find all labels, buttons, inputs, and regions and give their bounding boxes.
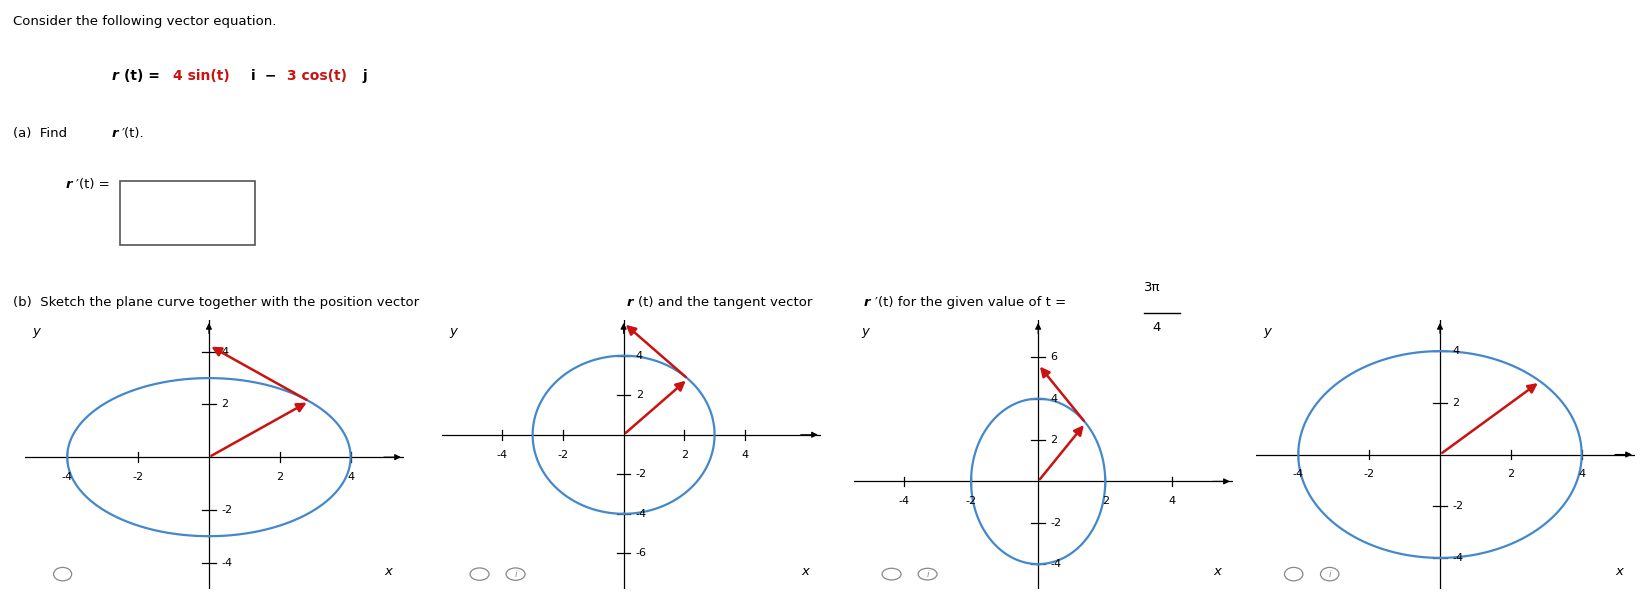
Text: -2: -2 [221, 505, 232, 515]
Text: ′(t) for the given value of t =: ′(t) for the given value of t = [875, 296, 1066, 309]
Text: 2: 2 [636, 390, 643, 400]
Text: ′(t).: ′(t). [122, 127, 145, 140]
Text: -2: -2 [966, 496, 977, 506]
Text: 4: 4 [221, 347, 229, 357]
Text: y: y [450, 326, 456, 338]
Text: -4: -4 [1292, 469, 1304, 480]
Text: 2: 2 [1101, 496, 1109, 506]
Text: i: i [514, 570, 517, 579]
Text: Consider the following vector equation.: Consider the following vector equation. [13, 15, 277, 28]
Text: x: x [801, 565, 809, 578]
Text: 2: 2 [1452, 398, 1460, 408]
Text: y: y [862, 326, 868, 338]
Text: −: − [260, 69, 282, 83]
Text: y: y [1264, 326, 1271, 338]
Text: 2: 2 [221, 399, 229, 410]
Text: 3π: 3π [1144, 281, 1160, 294]
Text: 4: 4 [1152, 321, 1160, 335]
Text: i: i [250, 69, 255, 83]
Text: -4: -4 [636, 509, 648, 519]
Text: -2: -2 [1363, 469, 1374, 480]
Text: i: i [926, 570, 929, 579]
Text: i: i [1328, 570, 1332, 579]
Text: 4: 4 [1452, 346, 1460, 356]
Text: x: x [384, 565, 392, 578]
Text: 2: 2 [277, 472, 283, 482]
Text: 6: 6 [1050, 352, 1058, 362]
Text: 4 sin(t): 4 sin(t) [173, 69, 229, 83]
Text: -4: -4 [1452, 553, 1463, 563]
Text: -2: -2 [636, 469, 648, 479]
Text: x: x [1213, 565, 1221, 578]
Text: (t) and the tangent vector: (t) and the tangent vector [638, 296, 816, 309]
Text: 4: 4 [742, 449, 748, 460]
Text: -2: -2 [132, 472, 143, 482]
Text: -4: -4 [898, 496, 910, 506]
Text: 2: 2 [1050, 435, 1058, 445]
Text: 4: 4 [636, 351, 643, 361]
Text: r: r [626, 296, 633, 309]
Text: -4: -4 [61, 472, 73, 482]
Text: j: j [363, 69, 368, 83]
Text: 4: 4 [1579, 469, 1585, 480]
Text: (t) =: (t) = [124, 69, 165, 83]
Text: -4: -4 [1050, 559, 1061, 569]
Text: 4: 4 [1168, 496, 1177, 506]
Text: r: r [112, 127, 119, 140]
Text: r: r [66, 178, 73, 191]
Text: y: y [33, 326, 40, 338]
Text: -2: -2 [557, 449, 569, 460]
Text: -4: -4 [221, 557, 232, 568]
Text: 2: 2 [681, 449, 687, 460]
Text: 2: 2 [1508, 469, 1515, 480]
Text: r: r [864, 296, 870, 309]
Text: -2: -2 [1452, 501, 1463, 511]
FancyBboxPatch shape [120, 181, 255, 245]
Text: (a)  Find: (a) Find [13, 127, 71, 140]
Text: ′(t) =: ′(t) = [76, 178, 109, 191]
Text: 4: 4 [1050, 394, 1058, 403]
Text: 4: 4 [348, 472, 354, 482]
Text: x: x [1615, 565, 1623, 578]
Text: -6: -6 [636, 548, 648, 558]
Text: -2: -2 [1050, 518, 1061, 528]
Text: -4: -4 [496, 449, 508, 460]
Text: (b)  Sketch the plane curve together with the position vector: (b) Sketch the plane curve together with… [13, 296, 424, 309]
Text: 3 cos(t): 3 cos(t) [287, 69, 346, 83]
Text: r: r [112, 69, 119, 83]
